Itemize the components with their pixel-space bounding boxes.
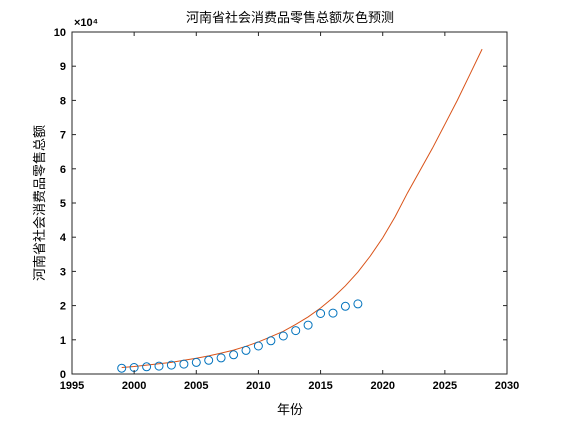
- observed-data-point: [278, 331, 288, 341]
- observed-data-point: [291, 326, 301, 336]
- x-axis-label: 年份: [277, 403, 303, 418]
- y-tick-label: 3: [60, 266, 66, 278]
- observed-data-point: [229, 350, 239, 360]
- x-tick-label: 2000: [122, 380, 146, 392]
- observed-data-point: [204, 355, 214, 365]
- x-tick-label: 2030: [495, 380, 519, 392]
- y-tick-label: 1: [60, 335, 66, 347]
- x-tick-label: 2020: [370, 380, 394, 392]
- y-axis-ticks: 0 1 2 3 4 5 6 7 8 9 10: [54, 27, 507, 381]
- y-tick-label: 5: [60, 198, 66, 210]
- x-tick-label: 2025: [433, 380, 457, 392]
- observed-data-point: [303, 320, 313, 330]
- x-axis-ticks: 1995 2000 2005 2010 2015 2020 2025 2030: [60, 32, 519, 392]
- observed-data-point: [316, 309, 326, 318]
- x-tick-label: 2005: [184, 380, 208, 392]
- observed-data-point: [142, 362, 152, 372]
- plot-area: [72, 32, 507, 374]
- y-tick-label: 2: [60, 301, 66, 313]
- observed-data-point: [154, 361, 164, 371]
- observed-data-point: [353, 299, 363, 309]
- observed-data-point: [253, 341, 263, 351]
- y-tick-label: 7: [60, 130, 66, 142]
- observed-data-point: [340, 301, 350, 311]
- y-tick-label: 6: [60, 164, 66, 176]
- y-exponent-label: ×10⁴: [74, 17, 98, 29]
- x-tick-label: 1995: [60, 380, 84, 392]
- y-axis-label: 河南省社会消费品零售总额: [32, 125, 48, 281]
- y-tick-label: 8: [60, 95, 66, 107]
- observed-data-point: [266, 336, 276, 346]
- y-tick-label: 4: [60, 232, 67, 244]
- y-tick-label: 0: [60, 369, 66, 381]
- observed-data-point: [117, 363, 127, 373]
- observed-data-point: [166, 360, 176, 370]
- observed-data-point: [191, 357, 201, 367]
- y-tick-label: 9: [60, 61, 66, 73]
- observed-data-point: [328, 308, 338, 318]
- observed-points-layer: [117, 299, 363, 373]
- x-tick-label: 2010: [246, 380, 270, 392]
- chart-title: 河南省社会消费品零售总额灰色预测: [186, 10, 394, 26]
- observed-data-point: [179, 359, 189, 369]
- observed-data-point: [216, 353, 226, 363]
- observed-data-point: [241, 345, 251, 355]
- x-tick-label: 2015: [308, 380, 332, 392]
- y-tick-label: 10: [54, 27, 66, 39]
